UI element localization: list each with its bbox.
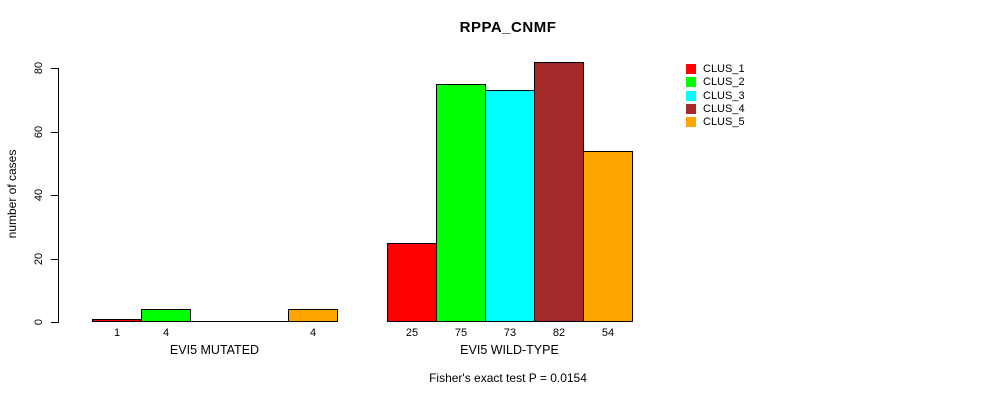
bar-clus_1-wildtype xyxy=(387,242,437,322)
bar-clus_3-zero xyxy=(190,321,240,322)
y-axis-tick xyxy=(51,258,58,260)
legend-swatch-clus_5 xyxy=(686,117,696,128)
y-axis-tick-label: 80 xyxy=(33,61,45,75)
chart-title: RPPA_CNMF xyxy=(459,19,557,36)
legend-swatch-clus_3 xyxy=(686,90,696,101)
bar-value-label: 75 xyxy=(454,327,468,339)
bar-clus_2-wildtype xyxy=(436,83,486,322)
y-axis-tick-label: 60 xyxy=(33,125,45,138)
y-axis-line xyxy=(58,68,59,323)
legend-swatch-clus_2 xyxy=(686,77,696,88)
y-axis-tick xyxy=(51,195,58,196)
y-axis-label: number of cases xyxy=(5,149,19,239)
bar-value-label: 25 xyxy=(405,327,419,339)
y-axis-tick-label: 20 xyxy=(33,252,45,265)
bar-value-label: 4 xyxy=(162,327,170,339)
legend-label-clus_1: CLUS_1 xyxy=(703,63,745,75)
y-axis-tick xyxy=(51,131,58,133)
bar-value-label: 4 xyxy=(309,327,317,339)
y-axis-tick xyxy=(51,68,58,69)
bar-clus_2-mutated xyxy=(141,309,191,322)
bar-value-label: 1 xyxy=(113,327,121,339)
legend-swatch-clus_4 xyxy=(686,103,696,114)
bar-clus_3-wildtype xyxy=(485,90,535,322)
bar-value-label: 54 xyxy=(601,327,615,339)
legend-label-clus_2: CLUS_2 xyxy=(703,76,745,89)
bar-clus_1-mutated xyxy=(92,318,142,322)
group-label-evi5-wild-type: EVI5 WILD-TYPE xyxy=(460,343,559,357)
bar-clus_5-mutated xyxy=(288,309,338,322)
bar-clus_4-zero xyxy=(239,321,289,322)
bar-value-label: 82 xyxy=(552,327,566,339)
bar-clus_4-wildtype xyxy=(534,61,584,322)
legend-swatch-clus_1 xyxy=(686,64,696,74)
fisher-test-annotation: Fisher's exact test P = 0.0154 xyxy=(429,371,587,385)
bar-value-label: 73 xyxy=(503,327,517,339)
y-axis-tick xyxy=(51,322,58,323)
bar-clus_5-wildtype xyxy=(583,150,633,322)
legend-label-clus_4: CLUS_4 xyxy=(703,102,745,115)
y-axis-tick-label: 0 xyxy=(33,318,45,326)
group-label-evi5-mutated: EVI5 MUTATED xyxy=(169,343,260,357)
legend-label-clus_3: CLUS_3 xyxy=(703,89,745,102)
legend-label-clus_5: CLUS_5 xyxy=(703,116,745,129)
y-axis-tick-label: 40 xyxy=(33,188,45,202)
